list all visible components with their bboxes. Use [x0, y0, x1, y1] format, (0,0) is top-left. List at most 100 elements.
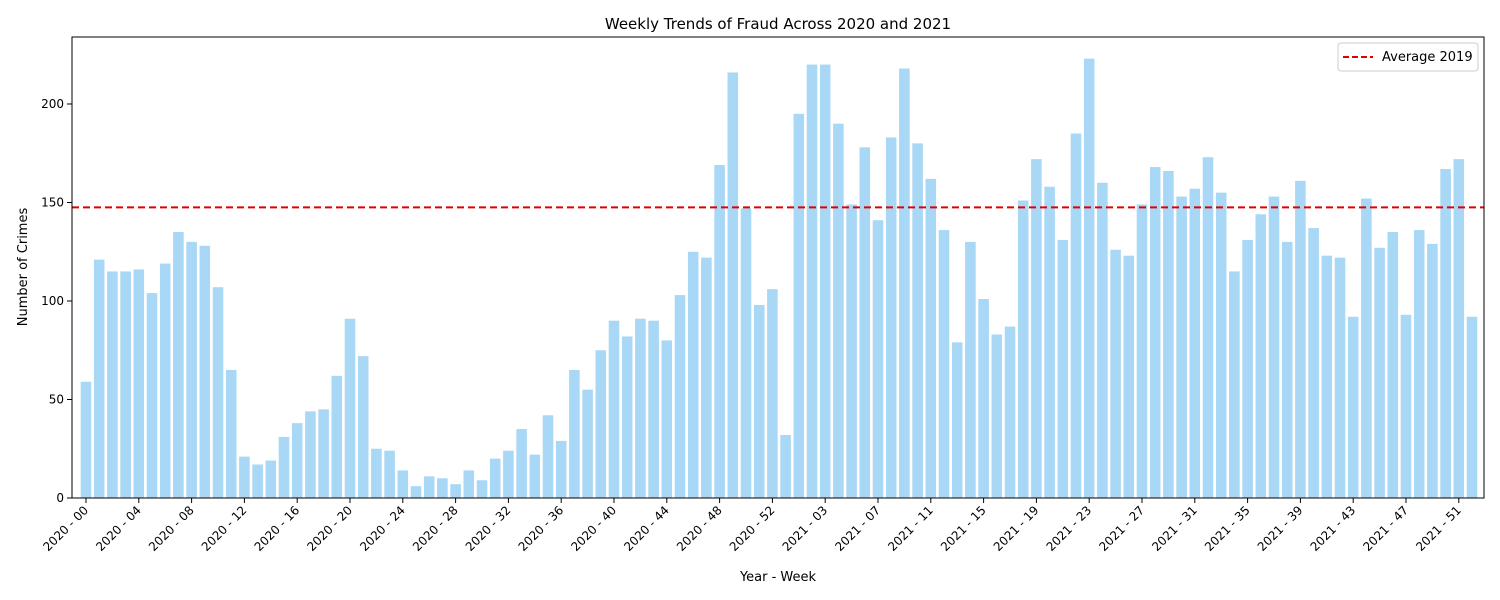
bar-2020-00: [80, 381, 92, 498]
bar-2020-47: [701, 257, 712, 498]
x-tick-label: 2021 - 43: [1308, 503, 1359, 554]
bar-2021-38: [1281, 241, 1293, 498]
bar-2020-48: [714, 165, 725, 498]
bar-2020-35: [542, 415, 554, 498]
x-tick-label: 2021 - 47: [1360, 503, 1411, 554]
bar-2020-03: [120, 271, 131, 498]
bar-2021-20: [1044, 186, 1055, 499]
bar-2020-42: [635, 318, 646, 498]
bar-2021-27: [1136, 204, 1148, 498]
bar-2020-05: [146, 293, 158, 498]
bar-2021-46: [1387, 232, 1399, 499]
x-tick-label: 2020 - 12: [199, 503, 250, 554]
bar-2020-26: [423, 476, 435, 498]
bar-2020-07: [173, 232, 184, 499]
x-tick-label: 2021 - 19: [991, 503, 1042, 554]
bar-2021-19: [1031, 159, 1042, 498]
bar-2020-09: [199, 245, 211, 498]
x-tick-label: 2020 - 20: [304, 503, 355, 554]
bar-2021-04: [833, 123, 844, 499]
bar-2020-51: [753, 304, 765, 498]
bar-2020-08: [186, 241, 197, 498]
bar-2020-01: [93, 259, 105, 498]
bar-2020-27: [437, 478, 448, 498]
bar-2020-11: [225, 369, 237, 498]
legend-label-average-2019: Average 2019: [1382, 50, 1473, 65]
x-tick-label: 2020 - 04: [93, 503, 144, 554]
bar-2020-06: [159, 263, 171, 498]
bar-2020-24: [397, 470, 409, 498]
bar-2021-32: [1202, 157, 1214, 498]
chart-title: Weekly Trends of Fraud Across 2020 and 2…: [605, 15, 951, 33]
plot-frame: [71, 36, 1485, 499]
bar-2020-49: [727, 72, 739, 499]
bar-2020-53: [780, 434, 791, 498]
bar-2021-49: [1427, 243, 1438, 498]
legend: Average 2019: [1337, 42, 1479, 72]
bar-2021-52: [1466, 316, 1478, 498]
bar-2021-43: [1347, 316, 1359, 498]
x-axis-label: Year - Week: [739, 570, 817, 585]
bar-2020-16: [291, 423, 303, 498]
bar-2021-50: [1440, 169, 1451, 498]
bar-2021-03: [819, 64, 831, 498]
bar-2021-36: [1255, 214, 1267, 498]
x-tick-label: 2020 - 16: [252, 503, 303, 554]
bar-2021-10: [912, 143, 923, 498]
bar-2021-01: [793, 113, 805, 498]
bar-2020-21: [357, 356, 369, 498]
y-axis: 0 50 100 150 200: [41, 97, 72, 505]
bar-2021-11: [925, 178, 937, 498]
x-tick-label: 2020 - 32: [463, 503, 514, 554]
bar-2021-23: [1083, 58, 1095, 499]
bar-2020-32: [503, 450, 514, 498]
bar-2020-12: [239, 456, 250, 498]
bar-2021-51: [1453, 159, 1465, 498]
x-tick-label: 2021 - 03: [780, 503, 831, 554]
x-tick-label: 2021 - 31: [1149, 503, 1200, 554]
bar-2021-41: [1321, 255, 1333, 498]
bar-2021-48: [1413, 230, 1425, 498]
bar-2021-13: [951, 342, 963, 498]
x-tick-label: 2021 - 15: [938, 503, 989, 554]
x-tick-label: 2021 - 07: [832, 503, 883, 554]
bar-2020-28: [450, 484, 461, 498]
bar-2020-17: [305, 411, 316, 498]
bar-2020-18: [318, 409, 329, 498]
y-axis-label: Number of Crimes: [16, 208, 31, 327]
bar-2021-34: [1229, 271, 1240, 498]
x-tick-label: 2020 - 00: [40, 503, 91, 554]
x-tick-label: 2020 - 44: [621, 503, 672, 554]
bar-2020-40: [608, 320, 620, 498]
bar-2021-44: [1361, 198, 1372, 499]
bar-2020-37: [569, 369, 580, 498]
bar-2021-09: [899, 68, 910, 499]
bar-2020-31: [489, 458, 501, 498]
bar-2021-16: [991, 334, 1003, 498]
bar-2021-26: [1123, 255, 1135, 498]
bar-2021-28: [1149, 167, 1161, 498]
bar-2021-45: [1374, 247, 1385, 498]
x-tick-label: 2020 - 48: [674, 503, 725, 554]
bar-2021-12: [938, 230, 950, 498]
x-tick-label: 2020 - 52: [727, 503, 778, 554]
y-tick-label: 100: [41, 294, 64, 308]
bar-2020-02: [107, 271, 118, 498]
bar-2021-33: [1215, 192, 1227, 498]
bar-2020-23: [384, 450, 395, 498]
x-tick-label: 2021 - 23: [1044, 503, 1095, 554]
bar-2021-22: [1070, 133, 1082, 498]
x-axis: 2020 - 00 2020 - 04 2020 - 08 2020 - 12 2020…: [40, 498, 1464, 554]
bar-2021-08: [885, 137, 897, 498]
bar-2020-30: [476, 480, 488, 498]
bar-2020-44: [661, 340, 673, 498]
bar-2020-34: [529, 454, 541, 498]
x-tick-label: 2020 - 08: [146, 503, 197, 554]
bar-2020-45: [674, 295, 686, 498]
bar-2020-29: [463, 470, 475, 498]
x-tick-label: 2021 - 11: [885, 503, 936, 554]
bar-2021-31: [1189, 188, 1201, 498]
bar-2021-35: [1242, 239, 1253, 499]
bar-2020-10: [212, 287, 224, 498]
